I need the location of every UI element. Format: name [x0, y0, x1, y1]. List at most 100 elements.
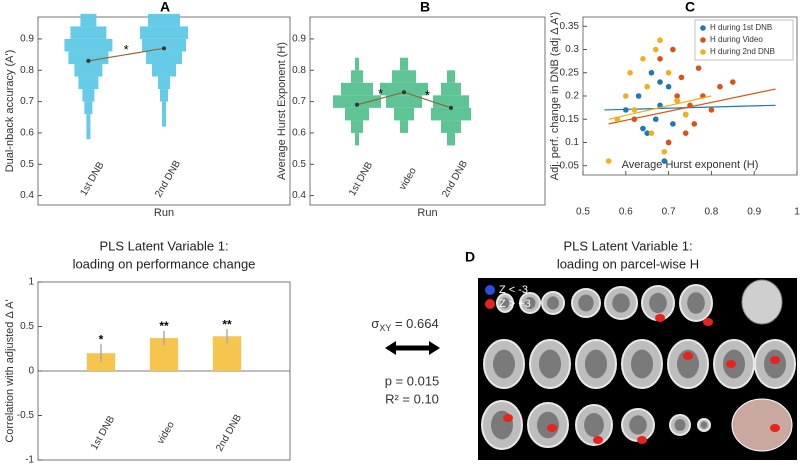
- scatter-point: [670, 121, 676, 127]
- y-tick-label: 0.7: [292, 96, 306, 107]
- violin-bin: [355, 57, 359, 71]
- stat-p: p = 0.015: [385, 373, 440, 388]
- panel-letter: D: [465, 249, 475, 265]
- activation: [637, 436, 647, 444]
- brain-slice-inner: [649, 292, 667, 314]
- x-axis-label: Average Hurst exponent (H): [622, 159, 759, 171]
- brain-slice-inner: [687, 292, 705, 314]
- x-tick-label: video: [155, 420, 177, 447]
- scatter-point: [644, 83, 650, 90]
- violin-bin: [392, 70, 416, 83]
- violin-bin: [441, 120, 461, 133]
- fit-line: [608, 88, 776, 125]
- brain-slice-inner: [500, 297, 510, 309]
- y-tick-label: 0.3: [565, 44, 579, 55]
- legend-marker: [700, 37, 706, 43]
- violin-bin: [351, 120, 363, 133]
- scatter-point: [691, 121, 698, 127]
- violin-bin: [74, 64, 103, 77]
- chart-title: loading on performance change: [73, 256, 256, 271]
- y-tick-label: 0.7: [20, 96, 34, 107]
- scatter-point: [682, 111, 689, 118]
- brain-slice-inner: [612, 293, 630, 313]
- brain-slice-inner: [700, 421, 708, 429]
- sigma-value: = 0.664: [391, 316, 438, 331]
- violin-bin: [86, 114, 91, 127]
- panel-letter: A: [160, 0, 170, 15]
- y-tick-label: 0.8: [20, 65, 34, 76]
- annotation: **: [159, 319, 169, 333]
- brain-panel: Z < -3 Z > +3: [478, 278, 797, 460]
- brain-slice-inner: [539, 349, 561, 379]
- y-tick-label: 0.25: [560, 67, 580, 78]
- scatter-point: [635, 93, 642, 99]
- violin-bin: [78, 76, 99, 90]
- violin-bin: [70, 26, 107, 39]
- arrow-head: [429, 341, 440, 355]
- axes-frame: [309, 16, 546, 206]
- y-tick-label: 1: [28, 277, 34, 288]
- brain-slice-inner: [585, 349, 607, 379]
- y-axis-label: Average Hurst Exponent (H): [276, 42, 288, 180]
- y-axis-label: Dual-nback accuracy (A'): [4, 50, 16, 173]
- brain-slice-inner: [584, 413, 604, 437]
- x-tick-label: 0.5: [576, 207, 590, 218]
- y-tick-label: 0.9: [292, 34, 306, 45]
- scatter-point: [678, 74, 685, 81]
- violin-bin: [441, 82, 461, 96]
- x-tick-label: 0.6: [619, 207, 633, 218]
- violin-bin: [142, 38, 186, 52]
- violin-bin: [148, 13, 180, 27]
- y-axis-label: Correlation with adjusted Δ A': [4, 299, 16, 442]
- mean-marker: [86, 58, 91, 63]
- activation: [547, 424, 557, 432]
- legend-marker: [700, 25, 706, 31]
- y-tick-label: 0.35: [560, 21, 580, 32]
- stat-sigma: σXY = 0.664: [371, 316, 438, 333]
- scatter-point: [665, 139, 672, 146]
- activation: [683, 352, 693, 360]
- scatter-point: [657, 56, 663, 62]
- violin-bin: [86, 126, 91, 140]
- x-tick-label: 2nd DNB: [440, 158, 470, 199]
- significance: *: [425, 87, 430, 102]
- mean-marker: [162, 46, 166, 51]
- x-tick-label: 1st DNB: [78, 160, 106, 198]
- panel-title: PLS Latent Variable 1:: [563, 238, 692, 253]
- activation: [655, 314, 665, 322]
- panel-title: loading on parcel-wise H: [557, 256, 699, 271]
- legend-label: Z > +3: [499, 298, 531, 310]
- y-tick-label: 0.6: [292, 128, 306, 139]
- scatter-point: [708, 107, 715, 113]
- scatter-point: [670, 46, 676, 53]
- x-axis-label: Run: [154, 207, 174, 219]
- x-tick-label: 1st DNB: [89, 414, 117, 452]
- brain-slice-inner: [631, 349, 653, 379]
- brain-slice-inner: [537, 411, 559, 439]
- scatter-point: [657, 79, 663, 85]
- violin-bin: [162, 101, 166, 115]
- violin-bin: [386, 95, 422, 108]
- violin-bin: [400, 120, 408, 133]
- violin-bin: [394, 107, 414, 121]
- violin-bin: [152, 64, 176, 77]
- y-tick-label: 0.5: [20, 321, 34, 332]
- sigma: σ: [371, 316, 379, 331]
- x-tick-label: 2nd DNB: [153, 158, 183, 199]
- brain-slice-inner: [629, 415, 647, 435]
- activation: [703, 318, 713, 326]
- significance: *: [378, 86, 383, 101]
- y-tick-label: 0: [28, 366, 34, 377]
- y-tick-label: -1: [25, 455, 34, 465]
- brain-slice-inner: [493, 349, 515, 379]
- scatter-point: [674, 93, 680, 99]
- legend-label: H during 2nd DNB: [710, 47, 775, 56]
- activation: [770, 356, 780, 364]
- annotation: **: [222, 317, 232, 331]
- scatter-point: [665, 69, 672, 76]
- violin-bin: [162, 114, 166, 127]
- violin-bin: [333, 95, 381, 108]
- scatter-point: [644, 130, 650, 136]
- x-tick-label: 1: [794, 207, 800, 218]
- y-tick-label: -0.5: [17, 410, 35, 421]
